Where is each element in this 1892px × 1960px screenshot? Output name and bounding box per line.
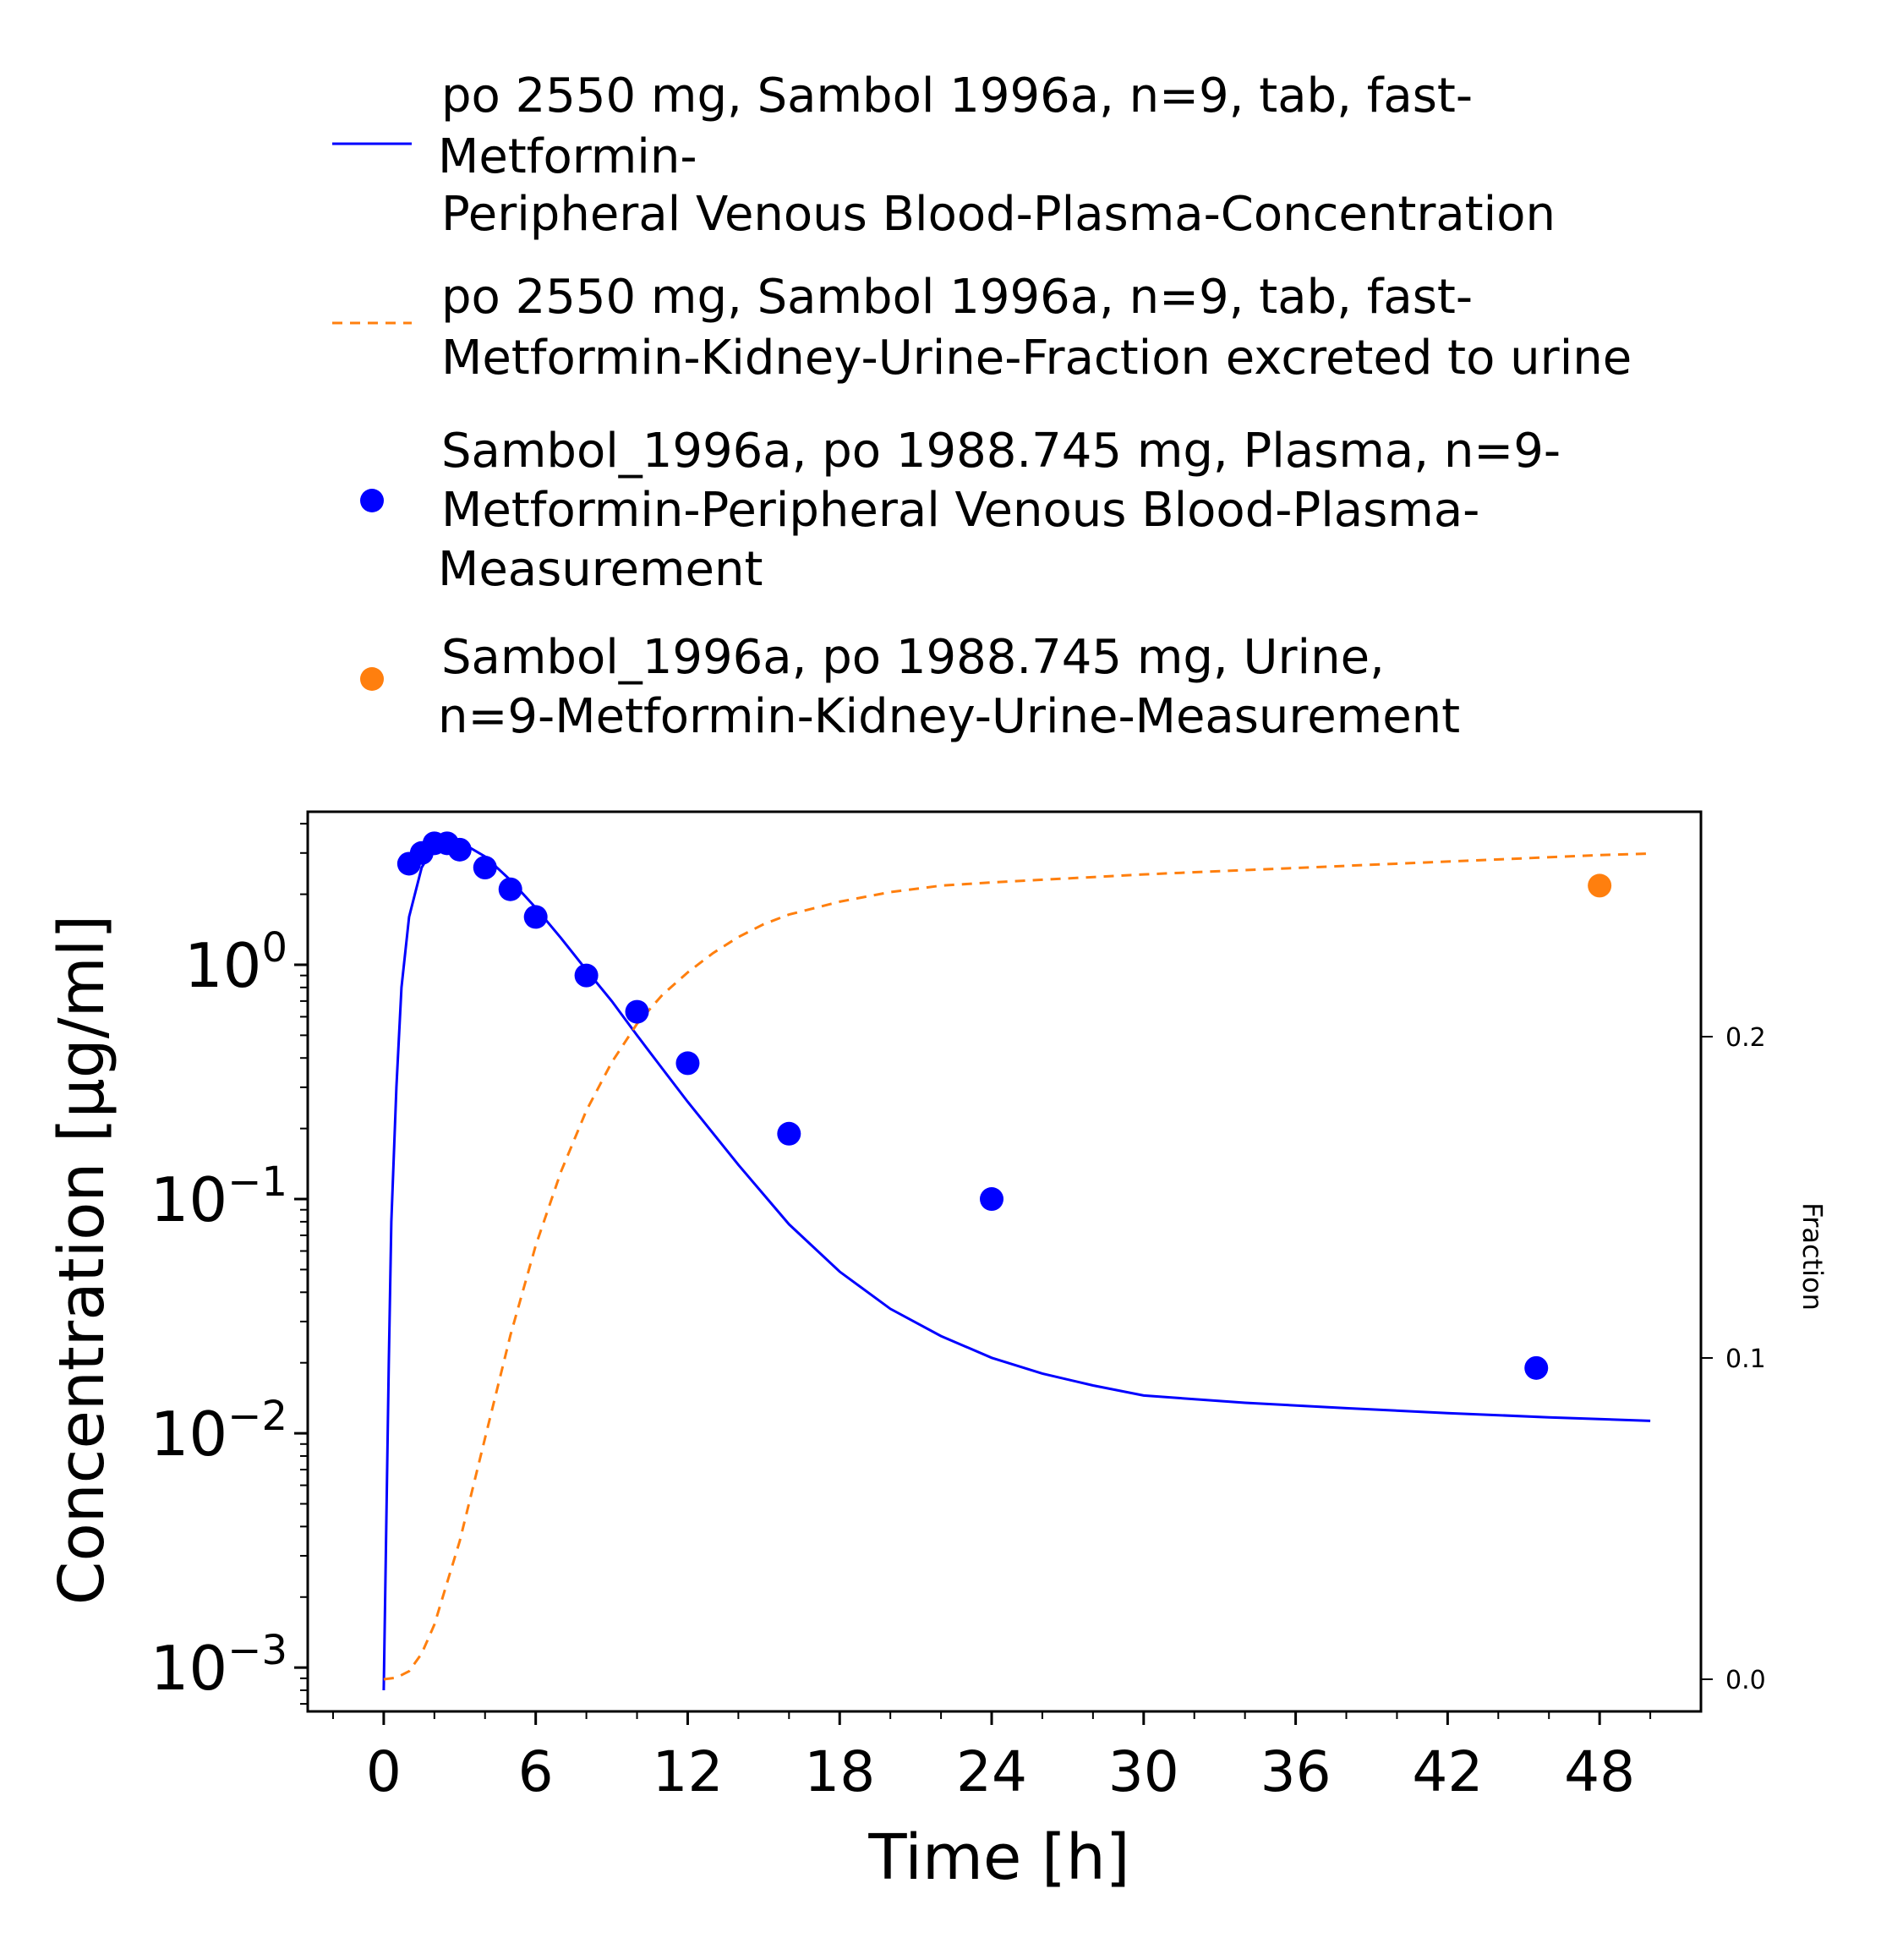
- obs-plasma-point: [1524, 1355, 1549, 1380]
- legend-label-line: n=9-Metformin-Kidney-Urine-Measurement: [438, 689, 1460, 744]
- x-tick-label: 6: [518, 1739, 554, 1804]
- x-tick-label: 42: [1412, 1739, 1483, 1804]
- sim-urine-line: [383, 851, 1651, 1681]
- sim-plasma-line: [382, 839, 1651, 1691]
- legend-label-line: Sambol_1996a, po 1988.745 mg, Urine,: [441, 630, 1385, 685]
- y-tick-label: 100: [184, 924, 287, 1001]
- y2-axis-label: Fraction: [1796, 1202, 1829, 1311]
- legend-label-sim-urine: po 2550 mg, Sambol 1996a, n=9, tab, fast…: [441, 270, 1632, 386]
- plot-frame: [306, 810, 1703, 1713]
- x-tick-label: 0: [366, 1739, 402, 1804]
- legend-label-line: Peripheral Venous Blood-Plasma-Concentra…: [441, 187, 1556, 242]
- x-tick-label: 12: [652, 1739, 723, 1804]
- axis-layer: 0 6 12 18 24 30 36 42 48 100 10−1 10−2 10−3 0.0 0.1 0.2: [150, 823, 1766, 1804]
- obs-plasma-point: [473, 856, 497, 880]
- obs-plasma-point: [447, 837, 472, 862]
- obs-plasma-point: [980, 1187, 1004, 1212]
- legend: po 2550 mg, Sambol 1996a, n=9, tab, fast…: [332, 68, 1632, 744]
- y-tick-label: 10−3: [150, 1627, 287, 1704]
- x-axis-label: Time [h]: [867, 1821, 1129, 1894]
- legend-marker-obs-plasma: [360, 489, 384, 512]
- legend-label-line: Sambol_1996a, po 1988.745 mg, Plasma, n=…: [441, 424, 1561, 479]
- obs-plasma-point: [625, 999, 649, 1024]
- legend-label-line: po 2550 mg, Sambol 1996a, n=9, tab, fast…: [441, 270, 1473, 325]
- obs-plasma-point: [498, 877, 522, 901]
- y-axis-label: Concentration [µg/ml]: [46, 915, 118, 1605]
- y2-tick-label: 0.1: [1725, 1344, 1766, 1374]
- x-tick-label: 48: [1564, 1739, 1635, 1804]
- y-tick-label: 10−2: [150, 1393, 287, 1470]
- legend-label-sim-plasma: po 2550 mg, Sambol 1996a, n=9, tab, fast…: [438, 68, 1556, 242]
- legend-label-obs-plasma: Sambol_1996a, po 1988.745 mg, Plasma, n=…: [438, 424, 1576, 597]
- legend-label-line: Metformin-Peripheral Venous Blood-Plasma…: [441, 483, 1479, 538]
- obs-plasma-point: [777, 1121, 801, 1146]
- legend-label-obs-urine: Sambol_1996a, po 1988.745 mg, Urine, n=9…: [438, 630, 1460, 744]
- legend-label-line: Metformin-Kidney-Urine-Fraction excreted…: [441, 331, 1632, 386]
- obs-urine-point: [1588, 873, 1612, 898]
- x-tick-label: 30: [1108, 1739, 1179, 1804]
- legend-marker-obs-urine: [360, 667, 384, 691]
- y2-tick-label: 0.2: [1725, 1023, 1766, 1053]
- x-tick-label: 18: [804, 1739, 875, 1804]
- y-tick-label: 10−1: [150, 1158, 287, 1235]
- series-layer: [382, 831, 1651, 1691]
- x-tick-label: 24: [956, 1739, 1027, 1804]
- obs-plasma-point: [675, 1051, 700, 1076]
- legend-label-line: po 2550 mg, Sambol 1996a, n=9, tab, fast…: [441, 68, 1473, 123]
- x-tick-label: 36: [1260, 1739, 1332, 1804]
- obs-plasma-point: [574, 963, 599, 988]
- y2-tick-label: 0.0: [1725, 1666, 1766, 1695]
- legend-label-line: Measurement: [438, 542, 763, 597]
- obs-plasma-point: [523, 905, 548, 929]
- legend-label-line: Metformin-: [438, 129, 697, 184]
